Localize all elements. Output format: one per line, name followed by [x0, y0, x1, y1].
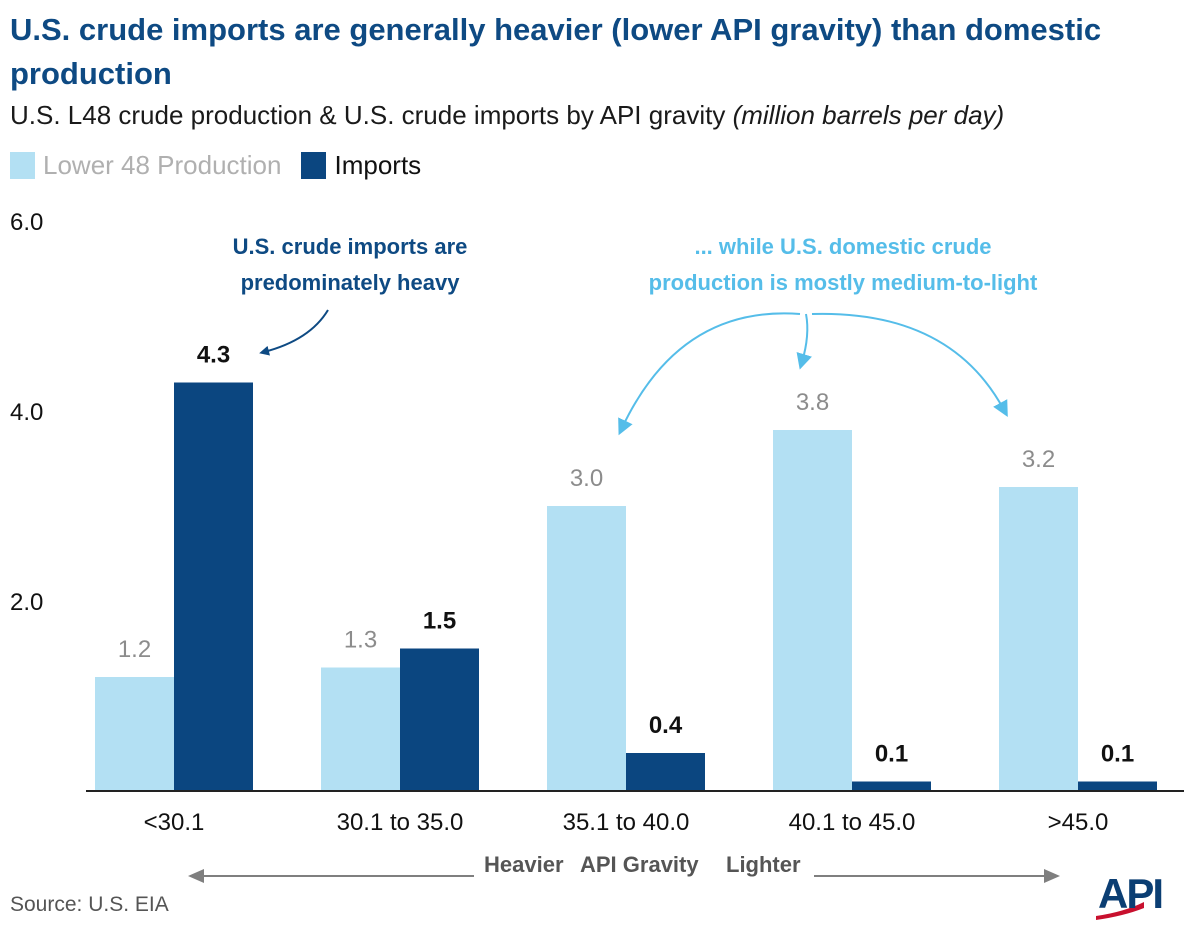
production-arrow-right: [811, 312, 1008, 418]
bars-group: 1.2 4.3 1.3 1.5 3.0 0.4 3.8 0.1 3.2 0.1: [95, 342, 1157, 791]
x-tick-label-4: >45.0: [1048, 809, 1109, 836]
bar-imports-2: [626, 753, 705, 791]
production-annotation-line-1: ... while U.S. domestic crude: [694, 234, 991, 259]
data-label-production-0: 1.2: [118, 636, 151, 663]
y-tick-label-1: 4.0: [10, 399, 43, 426]
data-label-imports-3: 0.1: [875, 741, 908, 768]
data-label-imports-0: 4.3: [197, 342, 230, 369]
legend: Lower 48 Production Imports: [10, 150, 441, 181]
y-tick-label-0: 6.0: [10, 209, 43, 236]
bar-imports-1: [400, 648, 479, 791]
production-annotation-line-2: production is mostly medium-to-light: [649, 270, 1038, 295]
legend-label-imports: Imports: [334, 150, 422, 180]
bar-production-4: [999, 487, 1078, 791]
bar-production-3: [773, 430, 852, 791]
data-label-production-1: 1.3: [344, 627, 377, 654]
axis-caption-heavier: Heavier: [484, 852, 564, 877]
data-label-production-3: 3.8: [796, 389, 829, 416]
legend-swatch-production: [10, 152, 35, 179]
data-label-imports-4: 0.1: [1101, 741, 1134, 768]
bar-production-0: [95, 677, 174, 791]
x-tick-label-3: 40.1 to 45.0: [789, 809, 916, 836]
logo-swoosh: [1096, 902, 1144, 920]
chart-title: U.S. crude imports are generally heavier…: [10, 12, 1102, 91]
data-label-imports-1: 1.5: [423, 608, 456, 635]
legend-item-production: Lower 48 Production: [10, 150, 281, 181]
subtitle-text: U.S. L48 crude production & U.S. crude i…: [10, 100, 726, 130]
legend-label-production: Lower 48 Production: [43, 150, 282, 180]
logo-text: API: [1098, 870, 1162, 917]
bar-production-2: [547, 506, 626, 791]
axis-caption-lighter: Lighter: [726, 852, 801, 877]
subtitle-unit: (million barrels per day): [732, 100, 1005, 130]
imports-annotation-arrow: [259, 309, 329, 356]
y-tick-label-2: 2.0: [10, 589, 43, 616]
x-tick-label-0: <30.1: [144, 809, 205, 836]
production-arrow-left: [618, 312, 801, 436]
data-label-imports-2: 0.4: [649, 712, 683, 739]
x-tick-label-1: 30.1 to 35.0: [337, 809, 464, 836]
production-arrow-middle: [796, 313, 812, 370]
legend-swatch-imports: [301, 152, 327, 179]
source-note: Source: U.S. EIA: [10, 893, 169, 916]
y-ticks-group: <30.1 30.1 to 35.0 35.1 to 40.0 40.1 to 45.…: [10, 209, 1108, 836]
imports-annotation-line-1: U.S. crude imports are: [233, 234, 468, 259]
bar-imports-0: [174, 382, 253, 791]
api-logo: API: [1096, 870, 1164, 920]
data-label-production-2: 3.0: [570, 465, 603, 492]
bar-imports-3: [852, 781, 931, 791]
bar-imports-4: [1078, 781, 1157, 791]
legend-item-imports: Imports: [301, 150, 421, 181]
bar-production-1: [321, 667, 400, 791]
data-label-production-4: 3.2: [1022, 446, 1055, 473]
x-tick-label-2: 35.1 to 40.0: [563, 809, 690, 836]
axis-caption-api-gravity: API Gravity: [580, 852, 699, 877]
imports-annotation-line-2: predominately heavy: [241, 270, 461, 295]
chart-subtitle: U.S. L48 crude production & U.S. crude i…: [10, 100, 1004, 131]
